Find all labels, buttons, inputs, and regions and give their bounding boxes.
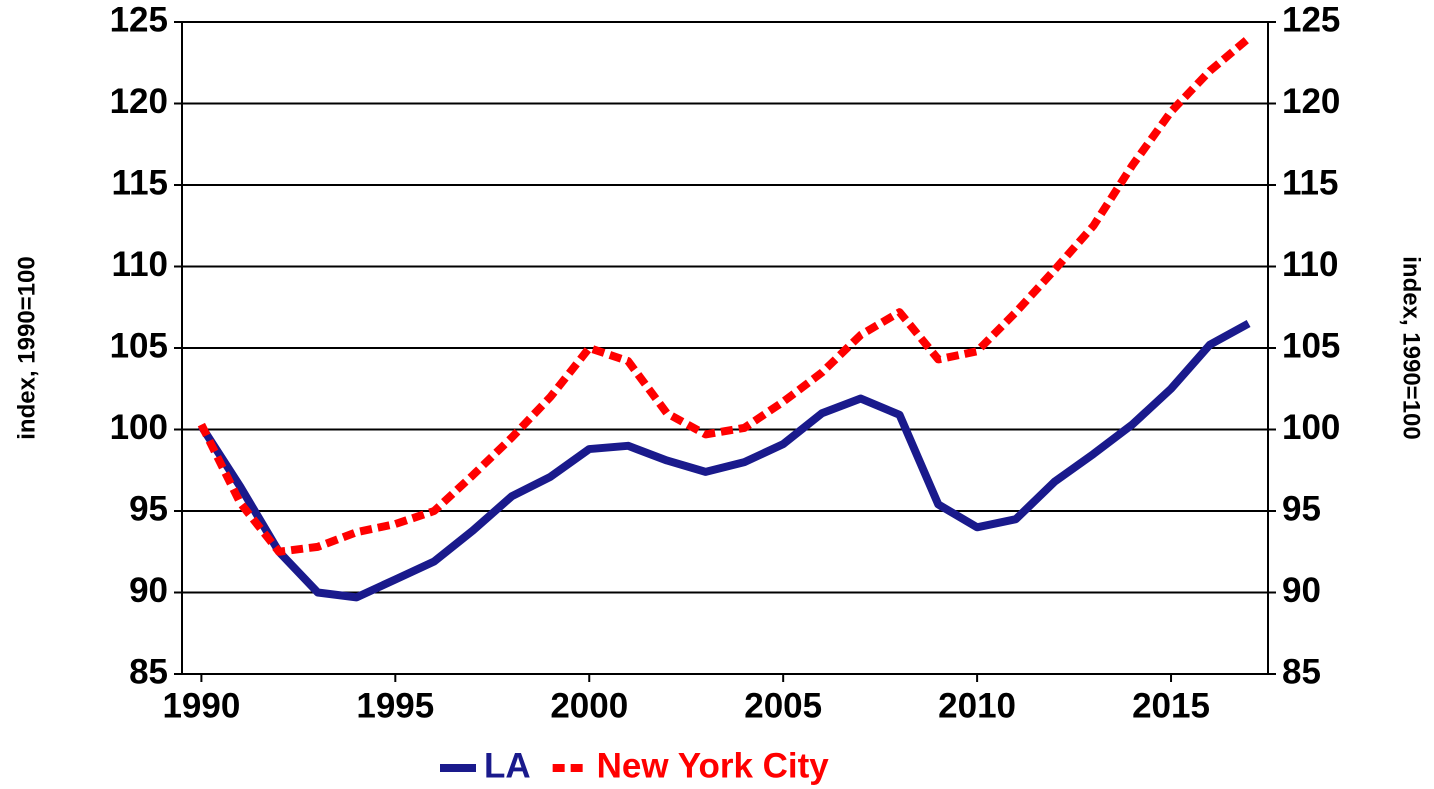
y2-tick-label: 90	[1282, 571, 1321, 610]
x-tick-label: 2015	[1132, 686, 1210, 725]
y-tick-label: 85	[129, 652, 168, 691]
y-tick-label: 90	[129, 571, 168, 610]
y2-tick-label: 100	[1282, 408, 1340, 447]
x-tick-label: 2010	[938, 686, 1016, 725]
y2-axis-label: index, 1990=100	[1398, 256, 1425, 439]
y-axis-label: index, 1990=100	[13, 256, 40, 439]
y-tick-label: 100	[110, 408, 168, 447]
y2-tick-label: 125	[1282, 0, 1340, 39]
y2-tick-label: 120	[1282, 82, 1340, 121]
y-tick-label: 95	[129, 489, 168, 528]
y2-tick-label: 95	[1282, 489, 1321, 528]
series-line	[198, 320, 1251, 602]
y-tick-label: 120	[110, 82, 168, 121]
y2-tick-label: 110	[1282, 245, 1338, 284]
y2-tick-label: 115	[1282, 163, 1338, 202]
y-tick-label: 110	[112, 245, 168, 284]
legend-label: LA	[484, 746, 531, 785]
y-tick-label: 115	[112, 163, 168, 202]
x-tick-label: 1995	[356, 686, 434, 725]
y-tick-label: 125	[110, 0, 168, 39]
x-tick-label: 2000	[550, 686, 628, 725]
y2-tick-label: 105	[1282, 326, 1340, 365]
series-line	[197, 35, 1252, 556]
y-tick-label: 105	[110, 326, 168, 365]
x-tick-label: 2005	[744, 686, 822, 725]
x-tick-label: 1990	[162, 686, 240, 725]
y2-tick-label: 85	[1282, 652, 1321, 691]
legend-label: New York City	[597, 746, 830, 785]
